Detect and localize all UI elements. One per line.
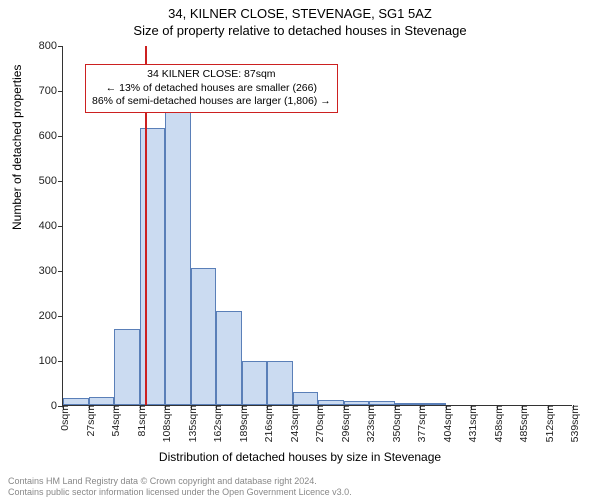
page-subtitle: Size of property relative to detached ho… [0, 21, 600, 38]
x-tick-label: 539sqm [565, 405, 581, 442]
footer-line-2: Contains public sector information licen… [8, 487, 352, 498]
page-title: 34, KILNER CLOSE, STEVENAGE, SG1 5AZ [0, 0, 600, 21]
annotation-line-1: 34 KILNER CLOSE: 87sqm [92, 68, 331, 82]
x-tick-label: 377sqm [412, 405, 428, 442]
histogram-bar [114, 329, 140, 406]
x-tick-label: 27sqm [81, 405, 97, 437]
y-tick-label: 300 [23, 265, 63, 277]
histogram-bar [191, 268, 217, 405]
x-tick-label: 270sqm [310, 405, 326, 442]
footer-line-1: Contains HM Land Registry data © Crown c… [8, 476, 352, 487]
histogram-bar [242, 361, 268, 405]
x-tick-label: 431sqm [463, 405, 479, 442]
histogram-bar [369, 401, 395, 405]
x-axis-label: Distribution of detached houses by size … [0, 450, 600, 464]
y-tick-mark [58, 361, 63, 362]
annotation-line-2: ← 13% of detached houses are smaller (26… [92, 82, 331, 96]
x-tick-label: 189sqm [234, 405, 250, 442]
x-tick-label: 458sqm [489, 405, 505, 442]
x-tick-label: 216sqm [259, 405, 275, 442]
y-tick-mark [58, 136, 63, 137]
x-tick-label: 135sqm [183, 405, 199, 442]
y-tick-mark [58, 316, 63, 317]
footer-attribution: Contains HM Land Registry data © Crown c… [8, 476, 352, 498]
histogram-bar [216, 311, 242, 406]
y-tick-label: 600 [23, 130, 63, 142]
y-tick-label: 100 [23, 355, 63, 367]
histogram-bar [293, 392, 319, 406]
x-tick-label: 512sqm [540, 405, 556, 442]
y-tick-mark [58, 91, 63, 92]
x-tick-label: 404sqm [438, 405, 454, 442]
x-tick-label: 0sqm [55, 405, 71, 431]
x-tick-label: 296sqm [336, 405, 352, 442]
histogram-bar [165, 110, 191, 405]
y-tick-label: 500 [23, 175, 63, 187]
histogram-bar [420, 403, 446, 405]
histogram-chart: 01002003004005006007008000sqm27sqm54sqm8… [62, 46, 572, 406]
annotation-line-3: 86% of semi-detached houses are larger (… [92, 95, 331, 109]
histogram-bar [395, 403, 421, 405]
y-tick-label: 800 [23, 40, 63, 52]
y-tick-mark [58, 46, 63, 47]
y-tick-mark [58, 271, 63, 272]
histogram-bar [267, 361, 293, 405]
histogram-bar [140, 128, 166, 405]
y-tick-mark [58, 181, 63, 182]
histogram-bar [89, 397, 115, 405]
x-tick-label: 323sqm [361, 405, 377, 442]
x-tick-label: 162sqm [208, 405, 224, 442]
x-tick-label: 54sqm [106, 405, 122, 437]
x-tick-label: 350sqm [387, 405, 403, 442]
annotation-box: 34 KILNER CLOSE: 87sqm← 13% of detached … [85, 64, 338, 113]
y-axis-label: Number of detached properties [10, 65, 24, 230]
x-tick-label: 485sqm [514, 405, 530, 442]
y-tick-label: 200 [23, 310, 63, 322]
plot-area: 01002003004005006007008000sqm27sqm54sqm8… [62, 46, 572, 406]
y-tick-label: 400 [23, 220, 63, 232]
x-tick-label: 243sqm [285, 405, 301, 442]
x-tick-label: 81sqm [132, 405, 148, 437]
histogram-bar [344, 401, 370, 405]
x-tick-label: 108sqm [157, 405, 173, 442]
histogram-bar [63, 398, 89, 405]
histogram-bar [318, 400, 344, 405]
y-tick-label: 700 [23, 85, 63, 97]
y-tick-mark [58, 226, 63, 227]
